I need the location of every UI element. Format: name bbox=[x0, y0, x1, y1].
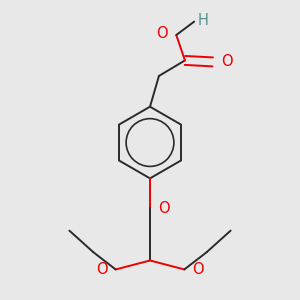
Text: O: O bbox=[192, 262, 203, 277]
Text: O: O bbox=[158, 201, 170, 216]
Text: O: O bbox=[156, 26, 168, 41]
Text: H: H bbox=[197, 13, 208, 28]
Text: O: O bbox=[221, 54, 232, 69]
Text: O: O bbox=[97, 262, 108, 277]
